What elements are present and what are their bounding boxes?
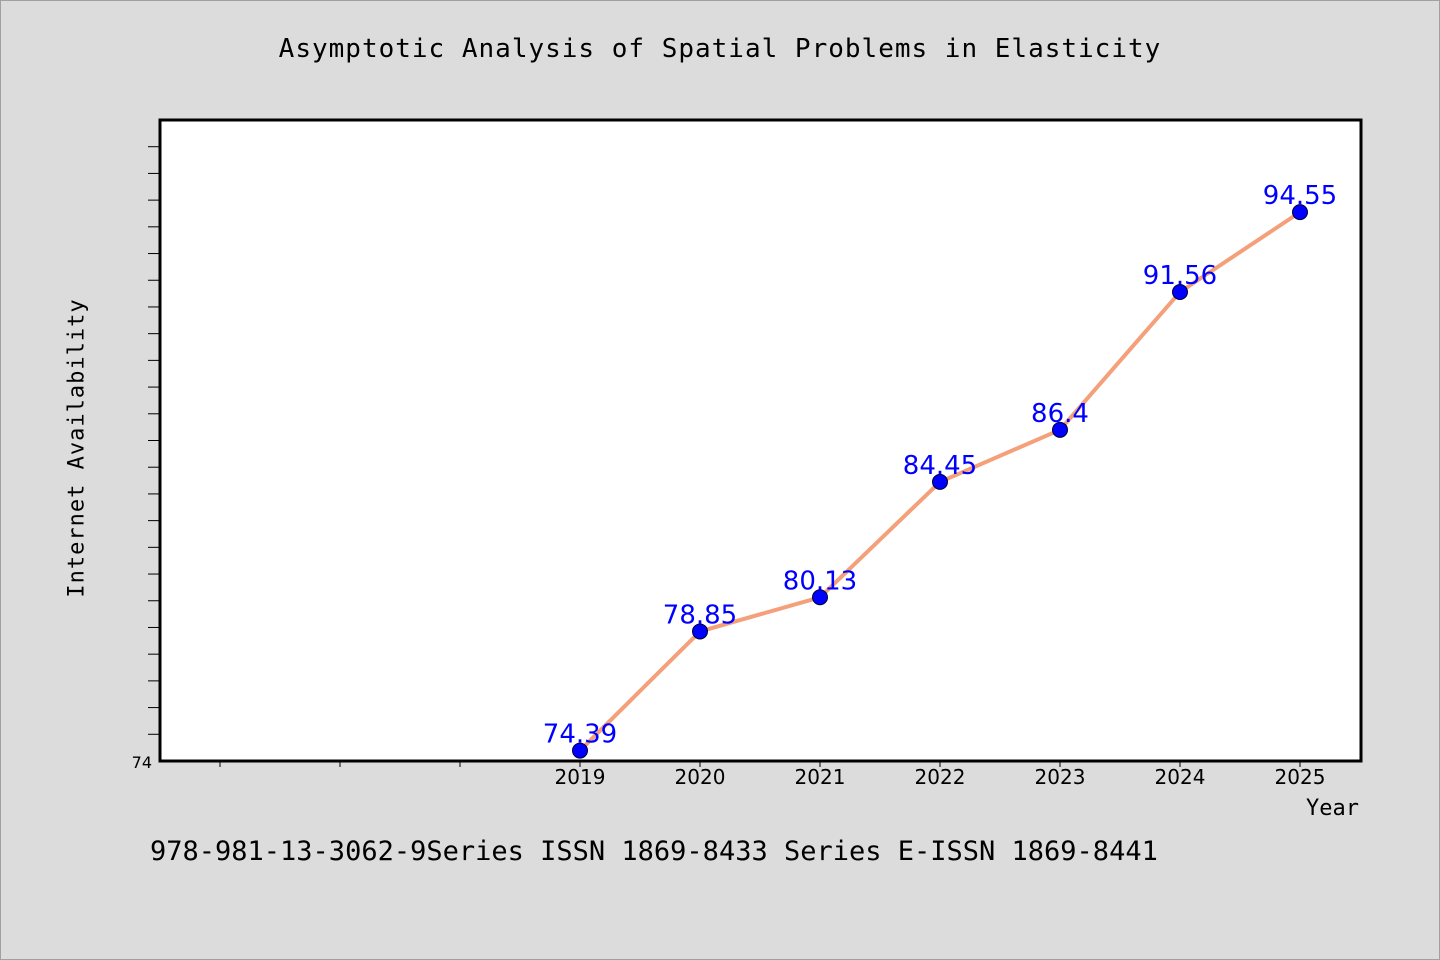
data-point bbox=[932, 473, 948, 490]
data-label: 94.55 bbox=[1263, 181, 1337, 211]
data-label: 80.13 bbox=[783, 566, 857, 596]
data-label: 91.56 bbox=[1143, 261, 1217, 291]
x-tick-label: 2025 bbox=[1275, 765, 1326, 789]
x-tick-label: 2023 bbox=[1035, 765, 1086, 789]
x-axis-label: Year bbox=[1306, 796, 1359, 821]
data-point bbox=[1172, 284, 1188, 301]
data-label: 84.45 bbox=[903, 451, 977, 481]
data-point bbox=[572, 742, 588, 759]
data-label: 74.39 bbox=[543, 720, 617, 750]
y-tick-label: 74 bbox=[132, 753, 152, 772]
x-tick-label: 2022 bbox=[915, 765, 966, 789]
data-point bbox=[692, 623, 708, 640]
x-tick-label: 2024 bbox=[1155, 765, 1206, 789]
chart-title: Asymptotic Analysis of Spatial Problems … bbox=[278, 34, 1162, 64]
data-label: 86.4 bbox=[1031, 399, 1089, 429]
x-tick-label: 2021 bbox=[795, 765, 846, 789]
data-point bbox=[812, 589, 828, 606]
data-label: 78.85 bbox=[663, 600, 737, 630]
data-point bbox=[1052, 421, 1068, 438]
plot-area bbox=[158, 118, 1363, 763]
footer-note: 978-981-13-3062-9Series ISSN 1869-8433 S… bbox=[150, 836, 1158, 867]
x-tick-label: 2020 bbox=[675, 765, 726, 789]
x-tick-label: 2019 bbox=[555, 765, 606, 789]
data-point bbox=[1292, 204, 1308, 221]
